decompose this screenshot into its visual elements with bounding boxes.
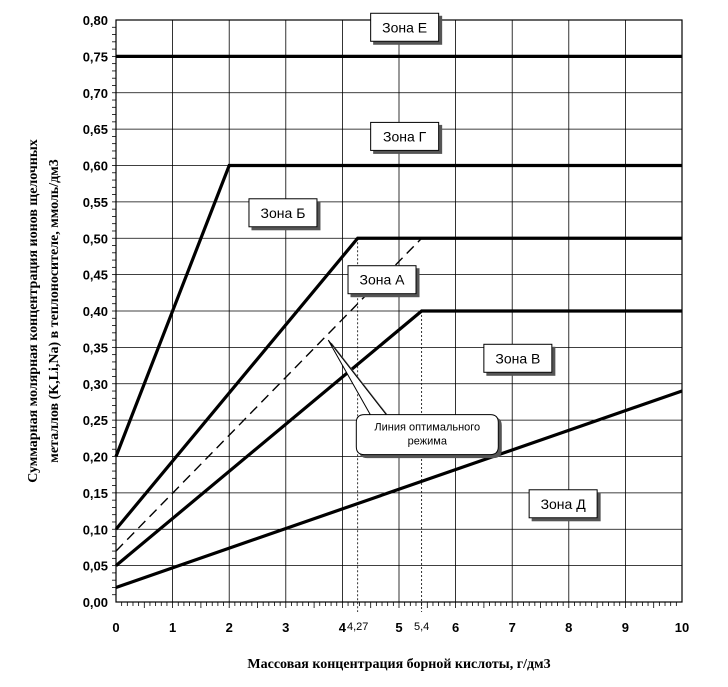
boundary-line <box>114 309 682 567</box>
y-axis-title-line2: металлов (K,Li,Na) в теплоносителе, ммол… <box>47 159 62 462</box>
x-tick-label: 10 <box>675 620 689 635</box>
y-tick-label: 0,00 <box>83 595 108 610</box>
zone-box <box>248 198 318 228</box>
special-tick-label: 4,27 <box>347 621 368 633</box>
zone-label: Зона А <box>347 265 417 295</box>
zone-text: Зона В <box>495 350 540 366</box>
zone-label: Зона В <box>483 343 553 373</box>
zone-label: Зона Д <box>528 489 598 519</box>
special-tick-label: 5,4 <box>414 621 429 633</box>
y-tick-label: 0,25 <box>83 413 108 428</box>
zone-box <box>483 343 553 373</box>
minor-ticks <box>112 26 677 608</box>
y-tick-labels: 0,00 0,05 0,10 0,15 0,20 0,25 0,30 0,35 0,40 0,45… <box>83 13 108 610</box>
callout-text: Линия оптимального <box>374 422 480 434</box>
zone-text: Зона А <box>360 272 406 288</box>
y-tick-label: 0,50 <box>83 231 108 246</box>
zone-text: Зона Д <box>541 496 587 512</box>
x-tick-label: 2 <box>226 620 233 635</box>
callout-text: режима <box>408 436 448 448</box>
x-tick-label: 0 <box>112 620 119 635</box>
boundary-line <box>114 236 682 531</box>
y-tick-label: 0,70 <box>83 86 108 101</box>
y-tick-label: 0,75 <box>83 49 108 64</box>
x-tick-label: 8 <box>565 620 572 635</box>
series-lines <box>114 54 683 589</box>
x-tick-label: 3 <box>282 620 289 635</box>
zone-label: Зона Е <box>370 12 440 42</box>
optimal-line <box>115 237 423 552</box>
x-tick-label: 5 <box>395 620 402 635</box>
zone-box <box>528 489 598 519</box>
x-tick-label: 7 <box>509 620 516 635</box>
y-tick-label: 0,65 <box>83 122 108 137</box>
x-tick-labels: 0 1 2 3 4 5 6 7 8 9 10 <box>112 620 689 635</box>
boundary-line <box>114 163 682 458</box>
boundary-line <box>115 389 683 589</box>
zone-labels: Зона Е Зона Г Зона Б Зона А Зона В Зона Д <box>248 12 598 519</box>
zone-label: Зона Б <box>248 198 318 228</box>
callout-box <box>327 339 499 456</box>
y-tick-label: 0,60 <box>83 159 108 174</box>
zone-box <box>347 265 417 295</box>
y-tick-label: 0,40 <box>83 304 108 319</box>
callout: Линия оптимального режима <box>327 339 499 456</box>
y-tick-label: 0,55 <box>83 195 108 210</box>
special-ticks: 4,27 5,4 <box>347 238 429 633</box>
y-tick-label: 0,15 <box>83 486 108 501</box>
y-tick-label: 0,20 <box>83 450 108 465</box>
y-tick-label: 0,10 <box>83 522 108 537</box>
zone-label: Зона Г <box>370 121 440 151</box>
x-tick-label: 4 <box>339 620 347 635</box>
x-tick-label: 1 <box>169 620 176 635</box>
y-tick-label: 0,05 <box>83 559 108 574</box>
zone-box <box>370 12 440 42</box>
x-tick-label: 9 <box>622 620 629 635</box>
y-tick-label: 0,30 <box>83 377 108 392</box>
x-tick-label: 6 <box>452 620 459 635</box>
zone-box <box>370 121 440 151</box>
zone-text: Зона Б <box>261 205 306 221</box>
zone-text: Зона Е <box>382 19 427 35</box>
zone-text: Зона Г <box>383 128 427 144</box>
y-tick-label: 0,45 <box>83 268 108 283</box>
y-axis-title-line1: Суммарная молярная концентрация ионов ще… <box>26 139 41 483</box>
y-tick-label: 0,35 <box>83 340 108 355</box>
y-tick-label: 0,80 <box>83 13 108 28</box>
x-axis-title: Массовая концентрация борной кислоты, г/… <box>247 657 550 672</box>
